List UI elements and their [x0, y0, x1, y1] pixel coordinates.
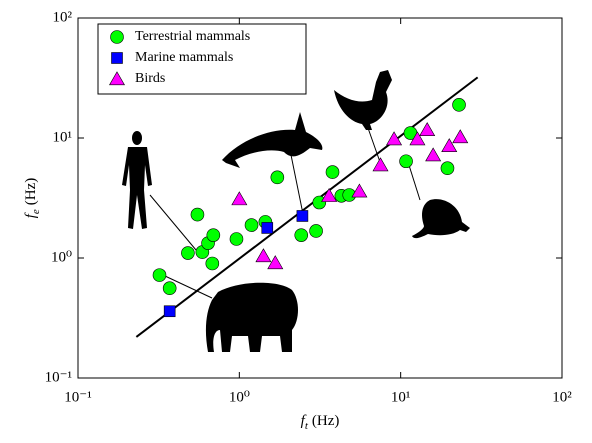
y-tick-label: 10² — [53, 9, 73, 25]
legend-marker — [109, 71, 125, 86]
dolphin-silhouette — [222, 112, 323, 168]
legend-label: Terrestrial mammals — [135, 29, 250, 44]
elephant-silhouette — [205, 282, 298, 352]
point — [162, 281, 177, 296]
axes: 10⁻¹ 10⁰ 10¹ 10² 10⁻¹ 10⁰ 10¹ 10² — [45, 9, 573, 405]
connector — [407, 161, 421, 201]
x-tick-label: 10² — [552, 389, 572, 405]
point — [452, 129, 469, 144]
point — [190, 207, 205, 222]
point — [312, 195, 327, 210]
legend-marker — [111, 52, 123, 64]
point — [205, 256, 220, 271]
human-silhouette — [122, 131, 152, 229]
connector — [164, 275, 213, 299]
legend-marker — [110, 30, 124, 44]
point — [270, 170, 285, 185]
x-tick-label: 10⁻¹ — [64, 389, 91, 405]
point — [351, 183, 368, 198]
x-tick-label: 10¹ — [391, 389, 411, 405]
point — [325, 165, 340, 179]
rat-silhouette — [412, 199, 470, 239]
point — [419, 122, 436, 136]
point — [261, 222, 274, 234]
y-tick-label: 10⁰ — [51, 249, 72, 265]
point — [372, 157, 389, 172]
legend-box — [97, 23, 307, 95]
point — [267, 255, 284, 270]
point — [425, 147, 442, 162]
y-axis-label: fe (Hz) — [23, 178, 41, 219]
point — [452, 98, 466, 112]
point — [296, 210, 309, 222]
connector — [149, 194, 197, 251]
point — [206, 228, 221, 242]
y-label-subscript: e — [30, 209, 42, 214]
point — [399, 154, 413, 169]
point — [229, 232, 244, 246]
x-label-symbol: f — [301, 413, 307, 429]
point — [441, 138, 458, 153]
x-label-unit: (Hz) — [312, 413, 339, 429]
legend: Terrestrial mammals Marine mammals Birds — [97, 23, 307, 95]
y-label-symbol: f — [23, 212, 39, 218]
point — [409, 131, 426, 146]
point — [244, 218, 259, 232]
chicken-silhouette — [334, 70, 392, 130]
point — [321, 188, 338, 202]
x-axis-label: ft (Hz) — [301, 413, 340, 431]
y-tick-label: 10⁻¹ — [45, 369, 72, 385]
x-tick-label: 10⁰ — [229, 389, 250, 405]
x-label-subscript: t — [305, 420, 309, 432]
point — [294, 228, 309, 242]
point — [255, 248, 272, 263]
point — [440, 161, 455, 176]
point — [163, 305, 176, 318]
fit-line — [135, 76, 479, 338]
connector — [289, 149, 304, 215]
legend-label: Birds — [135, 71, 165, 86]
legend-label: Marine mammals — [135, 50, 233, 65]
y-tick-label: 10¹ — [53, 129, 73, 145]
y-label-unit: (Hz) — [23, 178, 39, 205]
point — [309, 224, 323, 238]
point — [181, 246, 195, 260]
plot-frame — [77, 17, 563, 379]
point — [386, 131, 403, 146]
point — [152, 268, 167, 282]
point — [231, 191, 248, 206]
connector — [367, 127, 381, 163]
silhouettes — [122, 70, 470, 352]
